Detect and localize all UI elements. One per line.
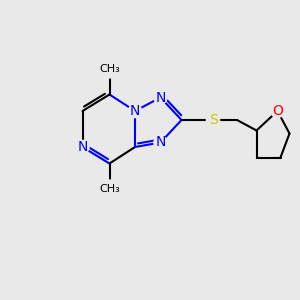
Text: N: N <box>77 140 88 154</box>
Circle shape <box>154 91 167 104</box>
Circle shape <box>128 104 142 118</box>
Text: N: N <box>130 104 140 118</box>
Circle shape <box>154 136 167 149</box>
Text: CH₃: CH₃ <box>99 184 120 194</box>
Circle shape <box>206 113 220 127</box>
Circle shape <box>100 180 118 198</box>
Text: S: S <box>208 113 217 127</box>
Text: CH₃: CH₃ <box>99 64 120 74</box>
Circle shape <box>271 104 284 118</box>
Text: N: N <box>155 91 166 104</box>
Text: N: N <box>155 136 166 149</box>
Circle shape <box>76 140 89 154</box>
Text: O: O <box>272 104 283 118</box>
Circle shape <box>100 60 118 78</box>
